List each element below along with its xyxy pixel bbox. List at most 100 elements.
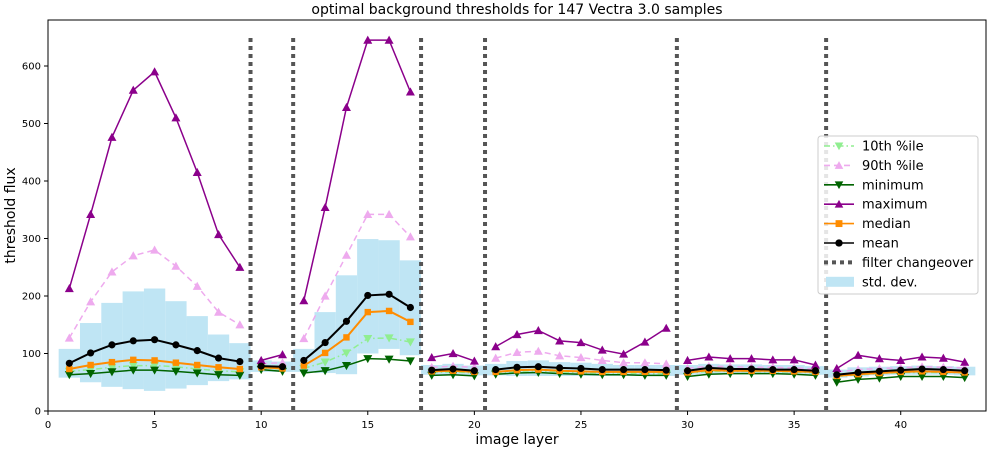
p90-point — [555, 351, 565, 360]
mean-point — [214, 354, 223, 362]
x-tick-label: 40 — [894, 420, 907, 431]
maximum-point — [405, 87, 415, 96]
maximum-line — [68, 70, 241, 289]
maximum-point — [128, 85, 138, 94]
legend-label: 10th %ile — [862, 140, 924, 155]
maximum-point — [725, 354, 735, 363]
maximum-point — [171, 113, 181, 122]
median-point — [172, 359, 180, 366]
legend-marker — [834, 199, 844, 208]
minimum-point — [171, 367, 181, 376]
legend-label: median — [862, 217, 911, 232]
y-tick-label: 300 — [22, 234, 41, 245]
maximum-point — [278, 350, 287, 359]
mean-point — [790, 366, 798, 374]
median-point — [151, 357, 158, 364]
mean-point — [257, 362, 265, 370]
x-tick-label: 0 — [45, 420, 51, 431]
mean-point — [342, 317, 351, 325]
maximum-point — [448, 349, 458, 358]
p90-point — [214, 307, 224, 316]
mean-point — [918, 365, 926, 373]
median-point — [364, 308, 371, 316]
p90-point — [597, 355, 607, 364]
maximum-point — [299, 296, 309, 305]
mean-point — [87, 349, 95, 357]
p90-point — [384, 209, 394, 218]
p90-point — [341, 250, 351, 259]
maximum-point — [704, 352, 714, 361]
minimum-point — [128, 366, 138, 375]
mean-point — [321, 339, 329, 347]
legend-label: minimum — [862, 178, 924, 193]
minimum-point — [64, 371, 74, 380]
maximum-point — [235, 262, 245, 271]
p90-point — [491, 353, 501, 362]
maximum-point — [363, 35, 373, 44]
maximum-point — [320, 202, 330, 212]
mean-point — [449, 365, 457, 373]
p90-point — [64, 333, 74, 342]
mean-point — [875, 367, 883, 375]
mean-point — [961, 367, 969, 375]
minimum-point — [235, 371, 245, 380]
maximum-point — [768, 355, 778, 364]
y-tick-label: 0 — [35, 407, 41, 418]
legend-label: mean — [862, 237, 899, 252]
p90-point — [640, 358, 650, 367]
y-tick-label: 200 — [22, 292, 41, 303]
x-tick-label: 15 — [361, 420, 374, 431]
mean-point — [470, 367, 478, 375]
p90-point — [150, 245, 160, 254]
maximum-point — [256, 355, 266, 364]
p90-point — [107, 267, 117, 276]
maximum-point — [874, 354, 884, 363]
median-point — [300, 362, 308, 369]
mean-point — [428, 366, 436, 374]
mean-point — [747, 365, 756, 373]
maximum-point — [619, 349, 629, 358]
maximum-point — [853, 350, 863, 359]
p90-point — [128, 251, 138, 260]
mean-line — [303, 293, 411, 362]
maximum-point — [427, 353, 437, 362]
p90-line — [495, 350, 667, 365]
median-point — [66, 365, 73, 373]
mean-point — [641, 366, 649, 374]
mean-point — [406, 303, 414, 312]
p90-point — [299, 334, 309, 343]
legend-box — [817, 135, 979, 295]
minimum-point — [107, 368, 117, 377]
mean-point — [108, 341, 116, 349]
maximum-point — [555, 336, 565, 345]
minimum-point — [832, 378, 842, 387]
maximum-point — [661, 323, 671, 332]
maximum-point — [896, 355, 906, 364]
legend-marker — [835, 239, 843, 247]
median-line — [303, 309, 411, 367]
mean-point — [129, 337, 137, 345]
mean-point — [939, 366, 947, 374]
x-tick-label: 20 — [468, 420, 481, 431]
mean-point — [364, 291, 372, 299]
p10-point — [128, 361, 138, 371]
maximum-line — [303, 39, 412, 301]
maximum-point — [832, 363, 842, 373]
minimum-line — [261, 368, 283, 373]
legend: 10th %ile 90th %ile minimum maximum median me… — [817, 135, 979, 295]
maximum-point — [86, 209, 96, 218]
legend-marker — [834, 142, 844, 151]
p10-point — [320, 358, 330, 367]
minimum-point — [874, 374, 884, 383]
mean-point — [278, 363, 287, 371]
maximum-point — [810, 360, 820, 369]
mean-point — [577, 364, 585, 373]
mean-point — [683, 367, 692, 375]
minimum-point — [299, 369, 309, 378]
y-tick-label: 500 — [22, 119, 41, 130]
series-lines — [64, 35, 970, 387]
mean-point — [662, 366, 670, 374]
mean-point — [534, 363, 542, 371]
maximum-point — [107, 132, 117, 141]
